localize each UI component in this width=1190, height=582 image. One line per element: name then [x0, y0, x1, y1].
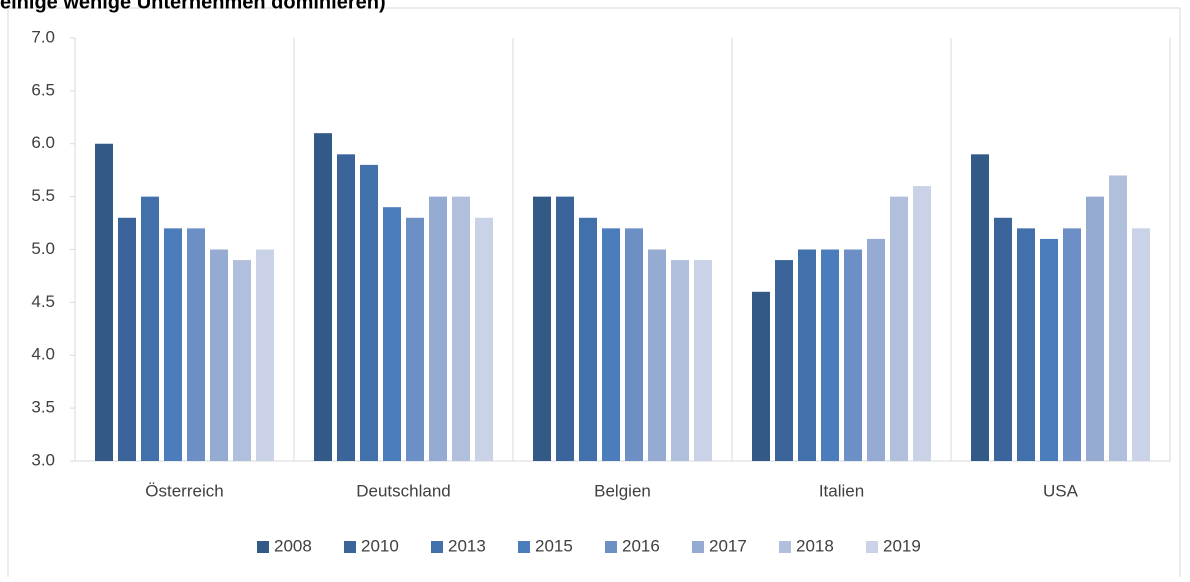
- legend-label: 2016: [622, 536, 660, 555]
- bar: [1132, 228, 1150, 461]
- chart-title: einige wenige Unternehmen dominieren): [0, 0, 386, 13]
- legend-label: 2015: [535, 536, 573, 555]
- bar: [314, 133, 332, 462]
- bar: [821, 249, 839, 461]
- bar: [256, 249, 274, 461]
- bar: [360, 164, 378, 461]
- bar: [164, 228, 182, 461]
- bar: [844, 249, 862, 461]
- bar: [406, 217, 424, 461]
- bar: [533, 196, 551, 461]
- bar: [775, 260, 793, 461]
- bar: [798, 249, 816, 461]
- legend-label: 2010: [361, 536, 399, 555]
- bar: [694, 260, 712, 461]
- bar: [210, 249, 228, 461]
- bar: [602, 228, 620, 461]
- title-bg: [0, 0, 1190, 7]
- legend-swatch: [692, 541, 704, 553]
- y-tick-label: 6.0: [31, 133, 55, 152]
- bar: [141, 196, 159, 461]
- legend-swatch: [779, 541, 791, 553]
- bar: [1040, 238, 1058, 461]
- bar: [429, 196, 447, 461]
- bar: [187, 228, 205, 461]
- bar: [383, 207, 401, 461]
- y-tick-label: 5.5: [31, 186, 55, 205]
- x-tick-label: Deutschland: [356, 481, 451, 500]
- x-tick-label: Italien: [819, 481, 864, 500]
- y-tick-label: 4.0: [31, 345, 55, 364]
- legend-label: 2008: [274, 536, 312, 555]
- x-tick-label: Belgien: [594, 481, 651, 500]
- bar: [337, 154, 355, 461]
- y-tick-label: 3.0: [31, 450, 55, 469]
- bar: [579, 217, 597, 461]
- legend-swatch: [431, 541, 443, 553]
- legend-swatch: [518, 541, 530, 553]
- y-tick-label: 3.5: [31, 398, 55, 417]
- y-tick-label: 6.5: [31, 80, 55, 99]
- bar: [971, 154, 989, 461]
- bar: [95, 143, 113, 461]
- bar: [452, 196, 470, 461]
- y-tick-label: 5.0: [31, 239, 55, 258]
- x-tick-label: USA: [1043, 481, 1079, 500]
- bar: [1017, 228, 1035, 461]
- y-tick-label: 7.0: [31, 27, 55, 46]
- legend-swatch: [257, 541, 269, 553]
- bar: [1086, 196, 1104, 461]
- bar: [1109, 175, 1127, 461]
- legend-swatch: [605, 541, 617, 553]
- chart-border: [7, 7, 1181, 582]
- bar: [890, 196, 908, 461]
- x-tick-label: Österreich: [145, 481, 223, 500]
- bar: [752, 291, 770, 461]
- bar: [648, 249, 666, 461]
- legend-swatch: [344, 541, 356, 553]
- bar: [475, 217, 493, 461]
- legend-label: 2019: [883, 536, 921, 555]
- legend-label: 2013: [448, 536, 486, 555]
- bar: [233, 260, 251, 461]
- bar: [1063, 228, 1081, 461]
- legend-swatch: [866, 541, 878, 553]
- bar: [671, 260, 689, 461]
- bar: [556, 196, 574, 461]
- y-tick-label: 4.5: [31, 292, 55, 311]
- bar: [994, 217, 1012, 461]
- bar: [625, 228, 643, 461]
- bar: [867, 238, 885, 461]
- legend-label: 2018: [796, 536, 834, 555]
- bar: [118, 217, 136, 461]
- bar: [913, 186, 931, 462]
- legend-label: 2017: [709, 536, 747, 555]
